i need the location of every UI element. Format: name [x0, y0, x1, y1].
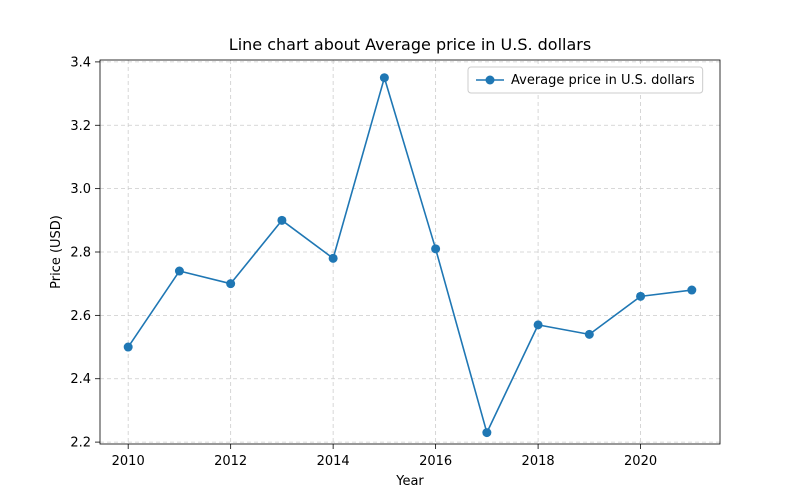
y-tick-label: 3.4: [70, 55, 91, 70]
chart-title: Line chart about Average price in U.S. d…: [229, 35, 591, 54]
data-point: [533, 320, 543, 330]
legend: Average price in U.S. dollars: [467, 66, 704, 94]
y-tick-label: 3.2: [70, 119, 91, 134]
y-axis-ticks: 2.2 2.4 2.6 2.8 3.0 3.2 3.4: [70, 55, 100, 451]
data-point: [482, 428, 492, 438]
data-point: [584, 329, 594, 339]
y-tick-label: 2.2: [70, 436, 91, 451]
y-tick-label: 2.6: [70, 309, 91, 324]
legend-box: [467, 66, 704, 94]
x-tick-label: 2016: [419, 454, 452, 469]
x-tick-label: 2020: [624, 454, 657, 469]
x-tick-label: 2018: [522, 454, 555, 469]
x-tick-label: 2012: [214, 454, 247, 469]
data-point: [328, 253, 338, 263]
data-point: [123, 342, 133, 352]
y-tick-label: 3.0: [70, 182, 91, 197]
data-point: [431, 244, 441, 254]
legend-series-marker: [485, 75, 495, 85]
x-axis-ticks: 2010 2012 2014 2016 2018 2020: [112, 444, 657, 469]
legend-series-label: Average price in U.S. dollars: [511, 73, 695, 88]
data-point: [379, 73, 389, 83]
x-axis-label: Year: [395, 474, 424, 489]
series-line: [127, 76, 692, 434]
data-point: [687, 285, 697, 295]
y-tick-label: 2.8: [70, 246, 91, 261]
x-tick-label: 2014: [317, 454, 350, 469]
y-axis-label: Price (USD): [49, 215, 64, 289]
data-point: [226, 279, 236, 289]
data-point: [174, 266, 184, 276]
x-tick-label: 2010: [112, 454, 145, 469]
data-point: [636, 291, 646, 301]
y-tick-label: 2.4: [70, 372, 91, 387]
series-layer: [123, 73, 697, 438]
data-point: [277, 215, 287, 225]
